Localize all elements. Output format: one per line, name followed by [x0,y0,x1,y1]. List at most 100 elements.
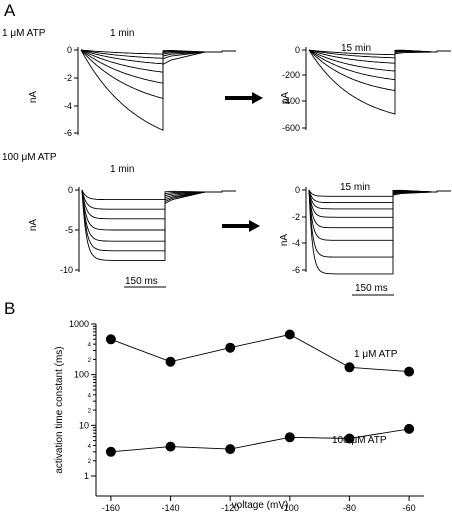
series-label: 1 μM ATP [354,349,398,360]
scale-bar-1min: 150 ms [124,276,166,288]
units-label: nA [28,219,39,232]
current-trace [81,189,206,242]
current-trace [308,49,433,59]
data-point [404,366,415,377]
current-trace [80,49,206,65]
y-tick-label: 0 [295,185,300,195]
current-trace [308,189,433,218]
arrow-row1 [225,92,263,104]
current-trace [308,49,433,64]
units-label: nA [28,91,39,104]
y-tick-label: -4 [292,238,300,248]
row1-condition-label: 1 μM ATP [2,28,46,39]
y-tick-label: -6 [64,128,72,138]
holding-trace [432,50,451,53]
panel-a-letter: A [4,1,16,20]
data-point [344,433,355,444]
current-trace [81,189,206,201]
series-label: 100 μM ATP [332,435,387,446]
y-tick-label: -2 [64,73,72,83]
y-minor-tick-label: 4 [88,343,92,349]
units-label: pA [280,92,291,105]
time-label: 15 min [341,43,371,54]
recording-row1-15min: 15 min pA 0 -200 -400 -600 [280,43,451,133]
current-trace [80,49,206,59]
current-trace [308,49,433,56]
series-line [110,428,410,453]
current-trace [80,49,206,73]
y-tick-label: 0 [68,185,73,195]
y-tick-label: 0 [295,45,300,55]
holding-trace [432,190,451,193]
holding-trace [205,190,236,193]
current-trace [308,49,433,81]
y-minor-tick-label: 4 [88,444,92,450]
data-point [105,446,116,457]
time-label: 15 min [340,182,370,193]
data-point [404,423,415,434]
data-point [284,329,295,340]
y-tick-label: -600 [282,123,300,133]
current-trace [308,49,433,92]
current-trace [81,189,206,252]
scale-bar-label: 150 ms [125,276,158,287]
time-label: 1 min [110,164,134,175]
current-trace [308,189,433,241]
scale-bar-15min: 150 ms [352,283,394,296]
y-minor-tick-label: 2 [88,409,92,415]
holding-trace [205,50,236,53]
current-trace [81,189,206,220]
recording-row1-1min: 1 min nA 0 -2 -4 -6 [28,28,236,138]
current-trace [81,189,206,210]
y-minor-tick-label: 4 [88,393,92,399]
y-minor-tick-label: 2 [88,459,92,465]
current-trace [308,189,433,229]
y-tick-label: -200 [282,70,300,80]
recording-row2-1min: 1 min nA 0 -5 -10 [28,164,236,275]
current-trace [81,189,206,231]
units-label: nA [279,234,290,247]
y-tick-label: -2 [292,212,300,222]
current-trace [308,189,433,197]
y-tick-label: -4 [64,101,72,111]
panel-b-chart: 1 10 100 1000 2 4 2 4 2 4 -160 -140 -120 -100 -80 -60 vo… [54,319,424,512]
current-trace [80,49,206,55]
data-point [225,444,236,455]
y-tick-label: 100 [74,370,89,380]
x-axis-label: voltage (mV) [232,500,289,511]
current-trace [308,189,433,204]
series-line [110,334,410,373]
y-tick-label: 0 [67,45,72,55]
y-tick-label: -5 [65,225,73,235]
x-tick-label: -120 [221,503,239,512]
current-trace [80,49,206,131]
x-tick-label: -100 [281,503,299,512]
current-trace [308,189,433,210]
panel-b-letter: B [4,299,15,318]
x-tick-label: -60 [403,503,416,512]
y-tick-label: -400 [282,96,300,106]
current-trace [80,49,206,99]
data-point [105,334,116,345]
current-trace [80,49,206,84]
time-label: 1 min [110,28,134,39]
y-tick-label: 1 [84,471,89,481]
x-tick-label: -160 [102,503,120,512]
scale-bar-label: 150 ms [355,283,388,294]
current-trace [308,49,433,72]
x-tick-label: -140 [162,503,180,512]
data-point [344,362,355,373]
data-point [165,441,176,452]
arrow-row2 [222,220,260,232]
row2-condition-label: 100 μM ATP [2,152,57,163]
y-minor-tick-label: 2 [88,358,92,364]
y-tick-label: 10 [79,420,89,430]
y-axis-label: activation time constant (ms) [54,346,65,473]
data-point [225,342,236,353]
data-point [284,432,295,443]
current-trace [308,49,433,115]
current-trace [308,189,433,275]
y-tick-label: 1000 [69,319,89,329]
y-tick-label: -10 [60,265,73,275]
